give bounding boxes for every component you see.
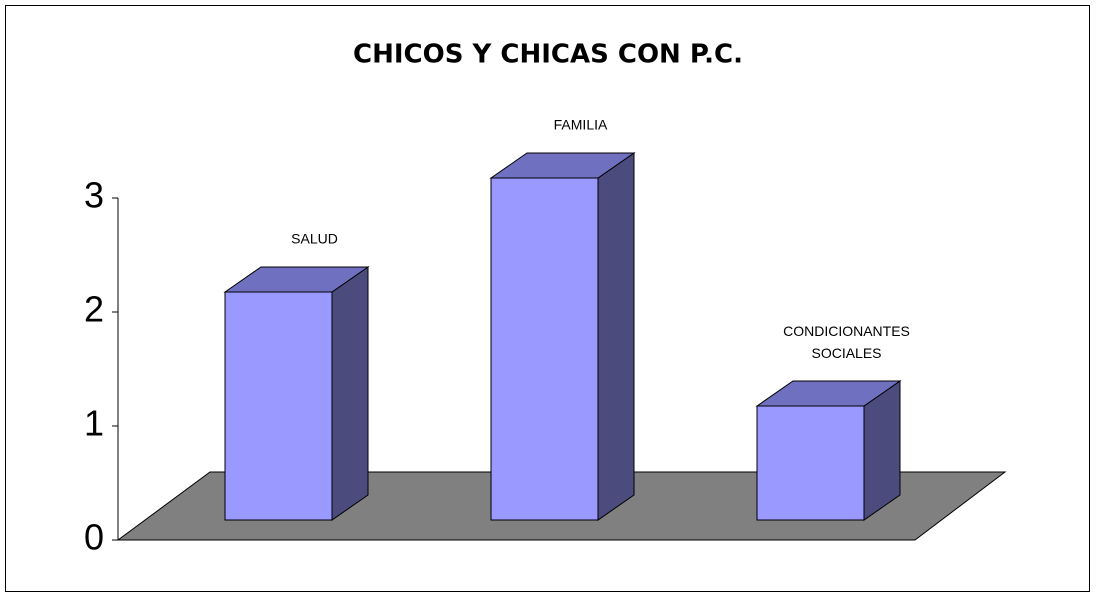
bar-label: CONDICIONANTES SOCIALES [783, 323, 910, 361]
bar-front [756, 405, 865, 521]
chart-title: CHICOS Y CHICAS CON P.C. [353, 40, 743, 70]
y-tick-label: 1 [84, 403, 104, 444]
bar-side [597, 152, 635, 521]
y-tick-label: 0 [84, 517, 104, 558]
bar-front [224, 291, 333, 521]
bar [489, 152, 636, 521]
y-tick-label: 3 [84, 175, 104, 216]
bar-label: SALUD [291, 231, 338, 247]
bar-label: FAMILIA [554, 117, 608, 133]
bar-side [331, 266, 369, 521]
bar [755, 380, 902, 521]
bar-front [490, 177, 599, 521]
bar [223, 266, 370, 521]
y-tick-label: 2 [84, 289, 104, 330]
